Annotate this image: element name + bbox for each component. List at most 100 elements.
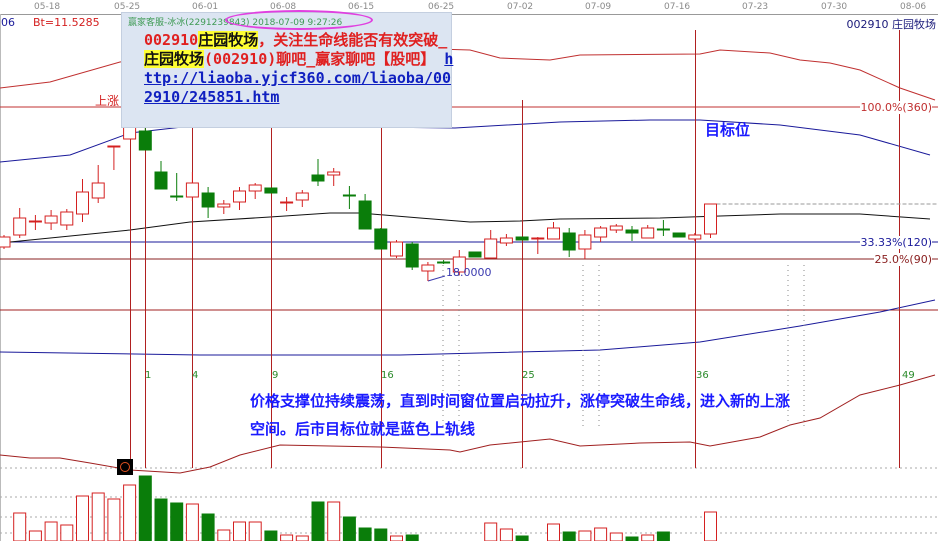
message-link[interactable]: http://liaoba.yjcf360.com/liaoba/002910/… <box>144 50 454 106</box>
candle-down <box>358 200 372 230</box>
bt-value: Bt=11.5285 <box>33 16 100 29</box>
volume-bar <box>358 527 372 541</box>
level-33-label: 33.33%(120) <box>860 236 932 249</box>
date-tick: 07-16 <box>664 2 691 12</box>
candle-up <box>578 234 592 250</box>
volume-bar <box>13 512 27 541</box>
date-tick: 08-06 <box>900 2 927 12</box>
volume-bar <box>123 484 137 541</box>
annotation-line-2: 空间。后市目标位就是蓝色上轨线 <box>250 420 476 438</box>
candle-up <box>484 238 498 259</box>
candle-up <box>531 237 545 240</box>
candle-up <box>452 256 466 273</box>
stock-title: 002910 庄园牧场 <box>846 18 937 31</box>
volume-bar <box>248 521 262 541</box>
low-price-label: 18.0000 <box>446 266 492 279</box>
volume-bar <box>594 527 608 541</box>
volume-bar <box>562 531 576 541</box>
candle-down <box>405 243 419 268</box>
message-highlight: 庄园牧场 <box>144 50 205 68</box>
volume-bar <box>28 530 42 541</box>
signal-marker-icon <box>117 459 133 475</box>
candle-down <box>374 228 388 250</box>
message-highlight: 庄园牧场 <box>198 31 259 49</box>
volume-bar <box>547 523 560 541</box>
candle-up <box>28 220 42 223</box>
annotation-line-1: 价格支撑位持续震荡，直到时间窗位置启动拉升，涨停突破生命线，进入新的上涨 <box>250 392 791 410</box>
candle-up <box>641 227 655 239</box>
time-window-number: 49 <box>902 370 915 381</box>
date-tick: 07-23 <box>742 2 769 12</box>
time-window-number: 16 <box>381 370 394 381</box>
candle-up <box>107 145 121 148</box>
volume-bar <box>405 534 419 541</box>
candle-down <box>342 194 356 197</box>
volume-bar <box>217 529 231 541</box>
volume-bar <box>185 503 199 541</box>
candle-down <box>468 251 482 258</box>
candle-up <box>60 211 74 226</box>
lower-blue-band <box>0 299 936 356</box>
candle-up <box>217 203 231 208</box>
candle-up <box>185 182 199 198</box>
time-window-number: 1 <box>145 370 152 381</box>
volume-bar <box>515 535 529 541</box>
volume-bar <box>295 535 309 541</box>
volume-bar <box>44 521 58 541</box>
candle-down <box>138 130 152 151</box>
candle-down <box>264 187 278 194</box>
time-window-number: 4 <box>192 370 199 381</box>
candle-up <box>233 190 246 203</box>
date-tick: 05-25 <box>114 2 141 12</box>
date-tick: 07-09 <box>585 2 612 12</box>
candle-up <box>295 192 309 201</box>
volume-bar <box>656 531 670 541</box>
message-code: 002910 <box>144 31 199 49</box>
candle-down <box>437 261 451 264</box>
candle-up <box>688 234 702 240</box>
volume-bar <box>578 530 592 541</box>
volume-bar <box>76 495 89 541</box>
candle-up <box>609 225 623 231</box>
candle-down <box>201 192 215 208</box>
date-tick: 06-15 <box>348 2 375 12</box>
candle-up <box>91 182 105 199</box>
volume-bar <box>201 513 215 541</box>
date-tick: 05-18 <box>34 2 61 12</box>
candle-up <box>390 241 403 257</box>
volume-bar <box>609 532 623 541</box>
date-tick: 07-02 <box>507 2 534 12</box>
candle-up <box>499 237 513 244</box>
highlight-ellipse <box>225 10 373 30</box>
volume-bar <box>390 535 403 541</box>
candle-down <box>625 229 639 234</box>
candle-up <box>76 191 89 215</box>
level-100-label: 100.0%(360) <box>860 101 932 114</box>
candle-up <box>248 184 262 192</box>
volume-bar <box>625 536 639 541</box>
volume-bar <box>264 530 278 541</box>
volume-bar <box>311 501 325 541</box>
target-label: 目标位 <box>705 121 751 139</box>
volume-bar <box>233 521 246 541</box>
candle-up <box>594 227 608 238</box>
candle-down <box>154 171 168 190</box>
volume-bar <box>704 511 717 541</box>
volume-bar <box>138 475 152 541</box>
candle-up <box>327 171 341 176</box>
period-label: 06 <box>1 16 15 29</box>
candle-up <box>280 201 294 204</box>
volume-bar <box>374 528 388 541</box>
message-text: 002910庄园牧场，关注生命线能否有效突破_庄园牧场(002910)聊吧_赢家… <box>128 28 454 107</box>
date-tick: 07-30 <box>821 2 848 12</box>
volume-bar <box>327 501 341 541</box>
candle-up <box>547 227 560 240</box>
candle-up <box>421 264 435 272</box>
candle-down <box>515 236 529 241</box>
candle-down <box>656 228 670 231</box>
volume-bar <box>60 524 74 541</box>
rise-label: 上涨 <box>95 94 120 108</box>
candle-down <box>311 174 325 182</box>
life-line-ma <box>0 212 931 244</box>
